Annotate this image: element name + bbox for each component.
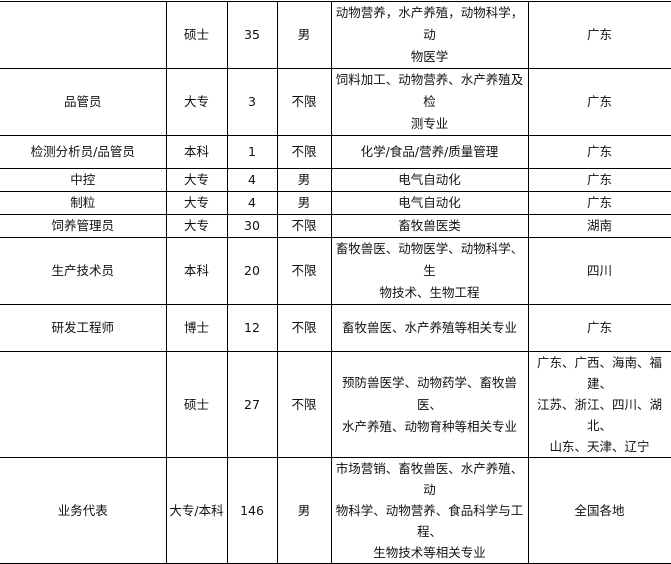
cell-gender: 不限 — [276, 135, 332, 169]
cell-position — [0, 1, 167, 69]
cell-gender: 不限 — [276, 214, 332, 238]
cell-position: 生产技术员 — [0, 237, 167, 305]
cell-count: 146 — [226, 457, 278, 564]
cell-major: 畜牧兽医类 — [330, 214, 529, 238]
cell-location: 四川 — [527, 237, 671, 305]
cell-location: 湖南 — [527, 214, 671, 238]
table-row: 业务代表 大专/本科 146 男市场营销、畜牧兽医、水产养殖、动 物科学、动物营养、食… — [0, 457, 671, 564]
cell-location: 广东 — [527, 191, 671, 215]
cell-gender: 不限 — [276, 237, 332, 305]
table-row: 中控 大专 4 男电气自动化 广东 — [0, 168, 671, 192]
cell-major: 预防兽医学、动物药学、畜牧兽医、 水产养殖、动物育种等相关专业 — [330, 351, 529, 458]
cell-major: 电气自动化 — [330, 168, 529, 192]
cell-location: 广东 — [527, 135, 671, 169]
cell-count: 27 — [226, 351, 278, 458]
cell-major: 动物营养，水产养殖，动物科学，动 物医学 — [330, 1, 529, 69]
table-row: 硕士 27 不限 预防兽医学、动物药学、畜牧兽医、 水产养殖、动物育种等相关专业 广东、… — [0, 351, 671, 458]
cell-major: 畜牧兽医、动物医学、动物科学、生 物技术、生物工程 — [330, 237, 529, 305]
cell-location: 全国各地 — [527, 457, 671, 564]
table-row: 检测分析员/品管员 本科 1 不限 化学/食品/营养/质量管理 广东 — [0, 135, 671, 169]
cell-major: 化学/食品/营养/质量管理 — [330, 135, 529, 169]
cell-education: 大专 — [165, 168, 228, 192]
cell-count: 3 — [226, 68, 278, 136]
cell-education: 大专/本科 — [165, 457, 228, 564]
cell-education: 大专 — [165, 214, 228, 238]
cell-gender: 不限 — [276, 351, 332, 458]
cell-location: 广东 — [527, 304, 671, 352]
cell-count: 20 — [226, 237, 278, 305]
cell-gender: 不限 — [276, 304, 332, 352]
table-row: 品管员 大专 3 不限 饲料加工、动物营养、水产养殖及检 测专业 广东 — [0, 68, 671, 136]
cell-education: 大专 — [165, 68, 228, 136]
table-row: 饲养管理员 大专 30 不限 畜牧兽医类 湖南 — [0, 214, 671, 238]
cell-education: 本科 — [165, 135, 228, 169]
cell-position: 研发工程师 — [0, 304, 167, 352]
cell-gender: 男 — [276, 168, 332, 192]
cell-location: 广东、广西、海南、福建、 江苏、浙江、四川、湖北、 山东、天津、辽宁 — [527, 351, 671, 458]
cell-position: 检测分析员/品管员 — [0, 135, 167, 169]
table-row: 研发工程师 博士 12 不限 畜牧兽医、水产养殖等相关专业 广东 — [0, 304, 671, 352]
cell-education: 大专 — [165, 191, 228, 215]
table-row: 硕士 35 男动物营养，水产养殖，动物科学，动 物医学 广东 — [0, 1, 671, 69]
cell-location: 广东 — [527, 1, 671, 69]
cell-position: 饲养管理员 — [0, 214, 167, 238]
cell-position: 品管员 — [0, 68, 167, 136]
cell-position: 中控 — [0, 168, 167, 192]
cell-position — [0, 351, 167, 458]
cell-education: 硕士 — [165, 1, 228, 69]
cell-major: 电气自动化 — [330, 191, 529, 215]
table-row: 制粒 大专 4 男电气自动化 广东 — [0, 191, 671, 215]
cell-count: 30 — [226, 214, 278, 238]
cell-location: 广东 — [527, 168, 671, 192]
cell-education: 本科 — [165, 237, 228, 305]
cell-count: 4 — [226, 168, 278, 192]
cell-gender: 男 — [276, 1, 332, 69]
cell-major: 畜牧兽医、水产养殖等相关专业 — [330, 304, 529, 352]
cell-count: 35 — [226, 1, 278, 69]
cell-major: 饲料加工、动物营养、水产养殖及检 测专业 — [330, 68, 529, 136]
cell-count: 4 — [226, 191, 278, 215]
table-row: 生产技术员 本科 20 不限 畜牧兽医、动物医学、动物科学、生 物技术、生物工程 四川 — [0, 237, 671, 305]
cell-position: 业务代表 — [0, 457, 167, 564]
cell-position: 制粒 — [0, 191, 167, 215]
cell-count: 12 — [226, 304, 278, 352]
cell-count: 1 — [226, 135, 278, 169]
cell-location: 广东 — [527, 68, 671, 136]
cell-gender: 男 — [276, 457, 332, 564]
cell-gender: 不限 — [276, 68, 332, 136]
cell-major: 市场营销、畜牧兽医、水产养殖、动 物科学、动物营养、食品科学与工程、 生物技术等… — [330, 457, 529, 564]
cell-education: 硕士 — [165, 351, 228, 458]
cell-gender: 男 — [276, 191, 332, 215]
cell-education: 博士 — [165, 304, 228, 352]
